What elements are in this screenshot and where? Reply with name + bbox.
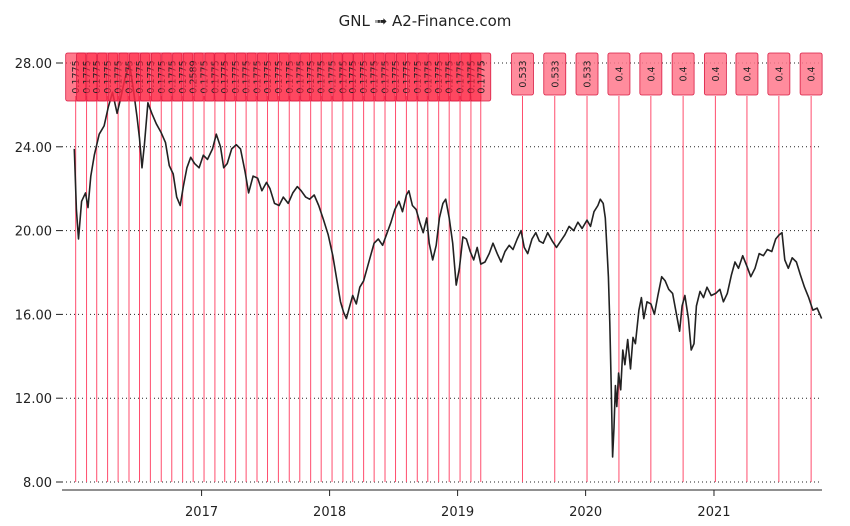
dividend-label: 0.4 (703, 52, 727, 96)
dividend-label-box (735, 52, 759, 96)
dividend-label-box (671, 52, 695, 96)
y-tick-label: 28.00 (15, 57, 52, 72)
dividend-label-box (543, 52, 567, 96)
dividend-label-box (575, 52, 599, 96)
axes: 28.00 24.00 20.00 16.00 12.00 8.00 2017 2018 201… (15, 57, 822, 520)
dividend-label: 0.4 (607, 52, 631, 96)
y-tick-label: 20.00 (15, 225, 52, 240)
y-tick-label: 24.00 (15, 141, 52, 156)
y-tick-label: 12.00 (15, 392, 52, 407)
dividend-label: 0.4 (735, 52, 759, 96)
dividend-label: 0.4 (767, 52, 791, 96)
dividend-label-text: 0.4 (679, 66, 690, 81)
dividend-label-text: 0.4 (807, 66, 818, 81)
x-tick-label: 2017 (185, 505, 218, 520)
dividend-label-box (470, 52, 492, 102)
dividend-label: 0.533 (511, 52, 534, 96)
dividend-label-box (703, 52, 727, 96)
y-tick-label: 16.00 (15, 308, 52, 323)
dividend-label-box (767, 52, 791, 96)
dividend-label-text: 0.4 (742, 66, 753, 81)
price-line (73, 64, 823, 458)
dividend-label-text: 0.4 (711, 66, 722, 81)
chart-title: GNL ➟ A2-Finance.com (338, 12, 512, 30)
dividend-label: 0.533 (575, 52, 599, 96)
dividend-lines (75, 96, 812, 482)
x-tick-label: 2019 (441, 505, 474, 520)
dividend-label-text: 0.533 (583, 60, 594, 87)
dividend-label: 0.4 (671, 52, 695, 96)
dividend-label-text: 0.4 (646, 66, 657, 81)
dividend-label-box (639, 52, 663, 96)
x-tick-label: 2021 (697, 505, 730, 520)
series-layer (73, 64, 823, 458)
dividend-label: 0.4 (799, 52, 823, 96)
y-tick-label: 8.00 (23, 476, 52, 491)
dividend-label: 0.4 (639, 52, 663, 96)
dividend-label: 0.1775 (470, 52, 492, 102)
dividend-label: 0.533 (543, 52, 567, 96)
x-tick-label: 2020 (569, 505, 602, 520)
dividend-label-text: 0.1775 (476, 60, 487, 93)
dividend-label-text: 0.4 (774, 66, 785, 81)
dividend-label-text: 0.533 (518, 60, 529, 87)
x-tick-label: 2018 (313, 505, 346, 520)
dividend-label-text: 0.4 (614, 66, 625, 81)
dividend-label-box (511, 52, 534, 96)
grid-lines (62, 62, 822, 483)
dividend-label-text: 0.533 (550, 60, 561, 87)
dividend-label-box (607, 52, 631, 96)
dividend-label-box (799, 52, 823, 96)
dividend-labels: 0.17750.17750.17750.17750.17750.17750.17… (65, 52, 823, 102)
